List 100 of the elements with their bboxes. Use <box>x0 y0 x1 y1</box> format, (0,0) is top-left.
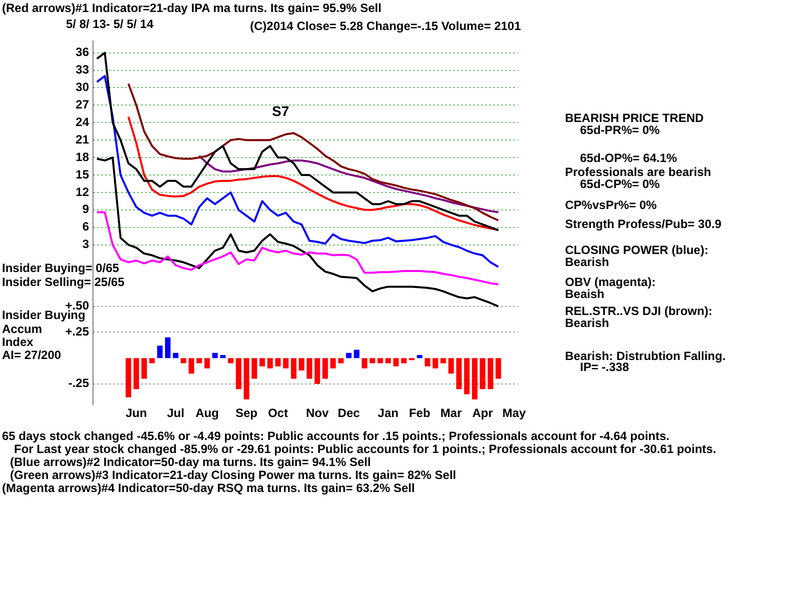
y-tick-label: 18 <box>76 150 90 164</box>
y-tick-label: 6 <box>82 220 90 234</box>
x-tick-label: Mar <box>440 406 462 420</box>
text: 65 days stock changed -45.6% or -4.49 points: Public accounts for .15 points.; Professionals account for -4.64 points. <box>2 429 670 443</box>
x-tick-label: Apr <box>472 406 494 420</box>
bar <box>456 358 462 390</box>
text: AI= 27/200 <box>2 348 62 362</box>
y-tick-label: -.25 <box>68 376 90 390</box>
bar <box>378 358 384 364</box>
annotation: Insider Selling= 25/65 <box>2 275 124 289</box>
y-tick-label: 15 <box>76 167 90 182</box>
text: 5/ 8/ 13- 5/ 5/ 14 <box>66 17 154 31</box>
y-tick-label: 12 <box>76 184 90 199</box>
y-tick-label: 36 <box>76 45 90 60</box>
bar <box>204 358 210 368</box>
bar <box>440 358 446 364</box>
bar <box>480 358 486 390</box>
bar <box>424 358 430 366</box>
text: Strength Profess/Pub= 30.9 <box>565 217 722 231</box>
text: 65d-OP%= 64.1% <box>580 151 678 165</box>
bar <box>165 337 171 358</box>
x-tick-label: Nov <box>306 406 329 420</box>
text: Bearish <box>565 316 610 330</box>
bar <box>126 358 132 398</box>
y-tick-label: +.25 <box>65 324 90 339</box>
text: 65d-CP%= 0% <box>580 177 660 191</box>
bar <box>314 358 320 384</box>
annotation: Insider Buying= 0/65 <box>2 261 120 275</box>
text: IP= -.338 <box>580 360 630 374</box>
bar <box>298 358 304 370</box>
bar <box>188 358 194 374</box>
text: Professionals are bearish <box>565 165 712 179</box>
bar <box>220 354 226 358</box>
bar <box>149 358 155 364</box>
bar <box>346 352 352 358</box>
bar <box>180 358 186 364</box>
annotation: S7 <box>272 103 290 119</box>
bar <box>141 358 147 379</box>
bar <box>393 358 399 366</box>
text: (Green arrows)#3 Indicator=21-day Closing Power ma turns. Its gain= 82% Sell <box>10 468 456 482</box>
y-tick-label: 21 <box>76 132 90 146</box>
x-tick-label: Sep <box>235 406 258 420</box>
text: CLOSING POWER (blue): <box>565 243 708 257</box>
bar <box>330 358 336 368</box>
text: Accum <box>2 322 42 336</box>
text: REL.STR..VS DJI (brown): <box>565 304 712 318</box>
x-tick-label: Dec <box>338 406 360 420</box>
text: Bearish <box>565 255 610 269</box>
bar <box>370 358 376 364</box>
bar <box>354 350 360 358</box>
bar <box>236 358 242 390</box>
text: (Blue arrows)#2 Indicator=50-day ma turns. Its gain= 94.1% Sell <box>10 455 371 469</box>
bar <box>267 358 273 368</box>
text: Index <box>2 335 34 349</box>
bar <box>432 358 438 368</box>
bar <box>134 358 140 390</box>
x-tick-label: Jul <box>166 406 184 420</box>
bar <box>488 358 494 390</box>
x-tick-label: Aug <box>195 406 219 420</box>
text: CP%vsPr%= 0% <box>565 198 657 212</box>
text: For Last year stock changed -85.9% or -29.61 points: Public accounts for 1 points.; Professionals account for -30.61 points. <box>14 442 716 456</box>
text: 65d-PR%= 0% <box>580 123 660 137</box>
bar <box>385 358 391 364</box>
y-tick-label: 30 <box>76 80 90 94</box>
x-tick-label: Feb <box>408 406 430 420</box>
y-tick-label: 24 <box>76 114 90 129</box>
bar <box>338 358 344 364</box>
y-tick-label: 9 <box>82 202 90 216</box>
bar <box>212 352 218 358</box>
bar <box>228 358 234 364</box>
text: (Magenta arrows)#4 Indicator=50-day RSQ ma turns. Its gain= 63.2% Sell <box>2 481 415 495</box>
text: Bearish: Distrubtion Falling. <box>565 349 726 363</box>
bar <box>401 358 407 364</box>
bar <box>157 346 163 358</box>
x-tick-label: Oct <box>268 406 288 420</box>
bar <box>306 358 312 379</box>
bar <box>252 358 258 379</box>
bar <box>362 358 368 368</box>
y-tick-label: 33 <box>76 62 90 77</box>
chart-subtitle: (C)2014 Close= 5.28 Change=-.15 Volume= 2101 <box>250 19 521 33</box>
bar <box>275 358 281 366</box>
text: OBV (magenta): <box>565 275 656 289</box>
bar <box>283 358 289 368</box>
bar <box>496 358 502 379</box>
x-tick-label: Jan <box>378 406 398 420</box>
bar <box>448 358 454 374</box>
bar <box>416 354 422 358</box>
bar <box>172 352 178 358</box>
bar <box>464 358 470 394</box>
bar <box>244 358 250 400</box>
x-tick-label: May <box>502 406 526 420</box>
text: Beaish <box>565 287 604 301</box>
y-tick-label: 3 <box>82 237 90 252</box>
chart-title: (Red arrows)#1 Indicator=21-day IPA ma turns. Its gain= 95.9% Sell <box>2 1 382 15</box>
bar <box>322 358 328 379</box>
y-tick-label: 27 <box>76 98 90 112</box>
bar <box>472 358 478 400</box>
bar <box>290 358 296 379</box>
bar <box>196 358 202 364</box>
text: BEARISH PRICE TREND <box>565 111 704 125</box>
